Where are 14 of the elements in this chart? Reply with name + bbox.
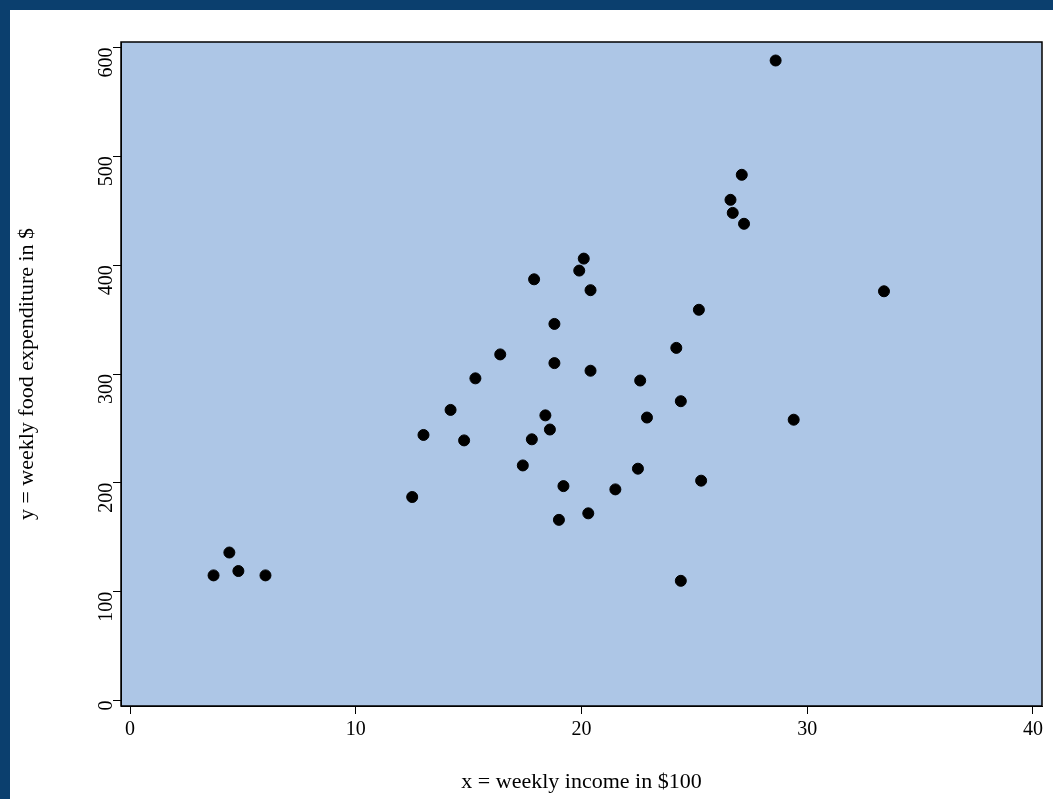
x-tick-label: 20 bbox=[571, 717, 592, 740]
y-tick-label: 300 bbox=[94, 374, 117, 404]
x-tick-label: 30 bbox=[797, 717, 818, 740]
x-tick-label: 0 bbox=[125, 717, 136, 740]
y-axis-title: y = weekly food expenditure in $ bbox=[12, 227, 38, 521]
y-tick-label: 200 bbox=[94, 482, 117, 513]
x-tick-label: 40 bbox=[1022, 717, 1043, 740]
x-axis-title: x = weekly income in $100 bbox=[461, 767, 702, 793]
y-tick-label: 100 bbox=[94, 591, 117, 622]
y-tick-label: 0 bbox=[94, 700, 117, 711]
y-tick-label: 500 bbox=[94, 156, 117, 187]
y-tick-label: 400 bbox=[94, 265, 117, 296]
x-tick-label: 10 bbox=[345, 717, 366, 740]
y-tick-label: 600 bbox=[94, 47, 117, 78]
